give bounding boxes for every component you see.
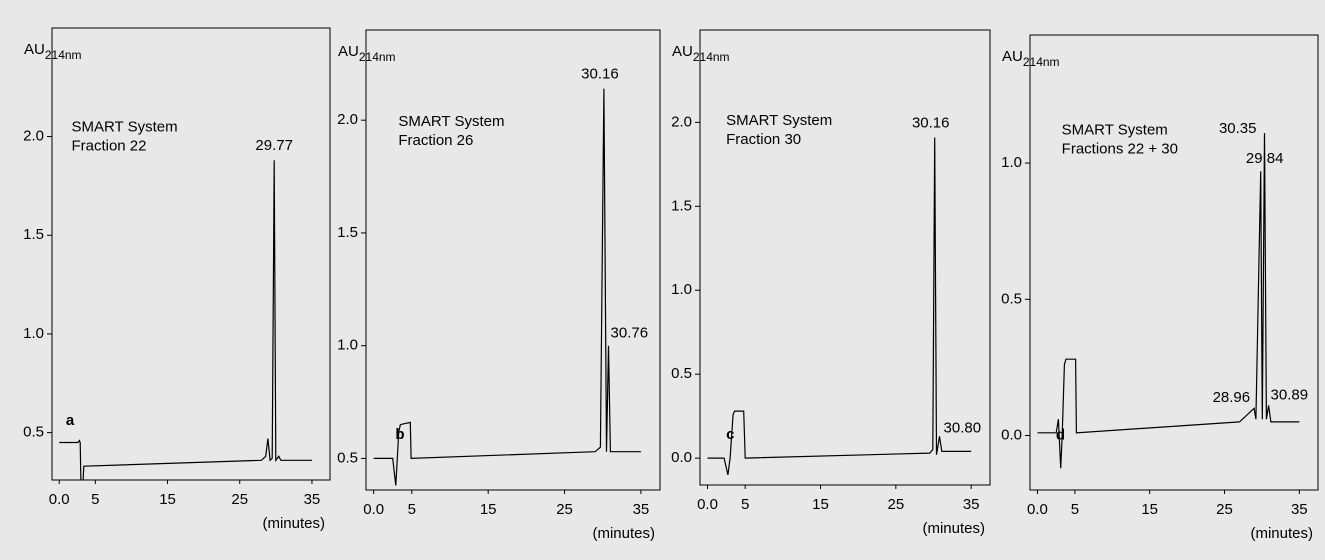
trace <box>1037 133 1300 469</box>
panel-note: SMART System <box>398 113 504 130</box>
x-axis-label: (minutes) <box>262 515 325 532</box>
x-tick-label: 35 <box>1291 501 1308 518</box>
chart-panel: 0.0 0.5 1.0 0.0 5 15 25 35 (minutes) AU214nm SMART… <box>1001 34 1319 542</box>
x-tick-label: 5 <box>741 496 749 513</box>
y-tick-label: 0.5 <box>337 449 358 466</box>
y-axis-unit: AU <box>1002 48 1023 65</box>
x-axis-label: (minutes) <box>592 525 655 542</box>
x-tick-label: 35 <box>304 491 321 508</box>
y-axis-subscript: 214nm <box>1023 55 1060 69</box>
x-tick-label: 0.0 <box>49 491 70 508</box>
y-tick-label: 2.0 <box>23 128 44 145</box>
panel-label: a <box>66 412 75 429</box>
x-tick-label: 0.0 <box>363 501 384 518</box>
plot-frame <box>365 29 661 491</box>
x-tick-label: 0.0 <box>697 496 718 513</box>
trace <box>59 160 312 480</box>
panel-note: Fractions 22 + 30 <box>1062 141 1178 158</box>
y-tick-label: 1.5 <box>671 197 692 214</box>
y-tick-label: 0.5 <box>23 424 44 441</box>
y-tick-label: 0.0 <box>1001 426 1022 443</box>
x-axis-label: (minutes) <box>922 520 985 537</box>
peak-label: 30.80 <box>944 419 982 436</box>
peak-label: 28.96 <box>1213 389 1251 406</box>
plot-frame <box>1029 34 1319 491</box>
y-tick-label: 0.0 <box>671 449 692 466</box>
x-tick-label: 15 <box>812 496 829 513</box>
x-tick-label: 15 <box>159 491 176 508</box>
x-tick-label: 15 <box>1141 501 1158 518</box>
x-axis-label: (minutes) <box>1250 525 1313 542</box>
panel-note: Fraction 22 <box>71 137 146 154</box>
x-tick-label: 5 <box>408 501 416 518</box>
x-tick-label: 5 <box>1071 501 1079 518</box>
y-axis-label: AU214nm <box>672 43 730 64</box>
chart-panel: 0.5 1.0 1.5 2.0 0.0 5 15 25 35 (minutes) AU214nm SM… <box>23 27 331 532</box>
y-tick-label: 1.0 <box>1001 154 1022 171</box>
y-axis-unit: AU <box>338 43 359 60</box>
x-tick-label: 25 <box>556 501 573 518</box>
chart-panel: 0.0 0.5 1.0 1.5 2.0 0.0 5 15 25 35 (minutes) AU214n… <box>671 29 991 537</box>
y-tick-label: 0.5 <box>671 365 692 382</box>
y-tick-label: 1.5 <box>23 226 44 243</box>
trace-group <box>1037 133 1300 469</box>
y-axis-label: AU214nm <box>338 43 396 64</box>
trace-group <box>707 137 972 476</box>
y-axis-subscript: 214nm <box>693 50 730 64</box>
trace-group <box>59 160 312 480</box>
peak-label: 30.16 <box>912 114 950 131</box>
plot-frame <box>699 29 991 486</box>
peak-label: 30.16 <box>581 66 619 83</box>
panel-note: Fraction 30 <box>726 131 801 148</box>
y-axis-subscript: 214nm <box>45 48 82 62</box>
trace <box>707 137 972 476</box>
panel-note: SMART System <box>71 118 177 135</box>
y-tick-label: 2.0 <box>671 113 692 130</box>
panel-label: b <box>395 426 404 443</box>
panel-note: SMART System <box>726 112 832 129</box>
peak-label: 29.77 <box>255 137 293 154</box>
x-tick-label: 25 <box>231 491 248 508</box>
x-tick-label: 5 <box>91 491 99 508</box>
y-tick-label: 1.0 <box>23 325 44 342</box>
x-tick-label: 0.0 <box>1027 501 1048 518</box>
panel-note: Fraction 26 <box>398 132 473 149</box>
y-tick-label: 1.5 <box>337 224 358 241</box>
x-tick-label: 25 <box>888 496 905 513</box>
y-axis-label: AU214nm <box>24 41 82 62</box>
y-axis-unit: AU <box>24 41 45 58</box>
y-axis-label: AU214nm <box>1002 48 1060 69</box>
x-tick-label: 25 <box>1216 501 1233 518</box>
chart-panel: 0.5 1.0 1.5 2.0 0.0 5 15 25 35 (minutes) AU214nm SM… <box>337 29 661 542</box>
panel-note: SMART System <box>1062 122 1168 139</box>
panel-label: d <box>1056 426 1065 443</box>
peak-label: 30.89 <box>1271 387 1309 404</box>
trace-group <box>373 88 641 486</box>
y-tick-label: 1.0 <box>671 281 692 298</box>
y-tick-label: 0.5 <box>1001 290 1022 307</box>
peak-label: 30.76 <box>611 325 649 342</box>
trace <box>373 88 641 486</box>
y-tick-label: 1.0 <box>337 337 358 354</box>
y-axis-unit: AU <box>672 43 693 60</box>
y-axis-subscript: 214nm <box>359 50 396 64</box>
x-tick-label: 35 <box>633 501 650 518</box>
panel-label: c <box>726 426 734 443</box>
peak-label: 29.84 <box>1246 150 1284 167</box>
x-tick-label: 35 <box>963 496 980 513</box>
y-tick-label: 2.0 <box>337 111 358 128</box>
x-tick-label: 15 <box>480 501 497 518</box>
peak-label: 30.35 <box>1219 120 1257 137</box>
plot-frame <box>51 27 331 481</box>
